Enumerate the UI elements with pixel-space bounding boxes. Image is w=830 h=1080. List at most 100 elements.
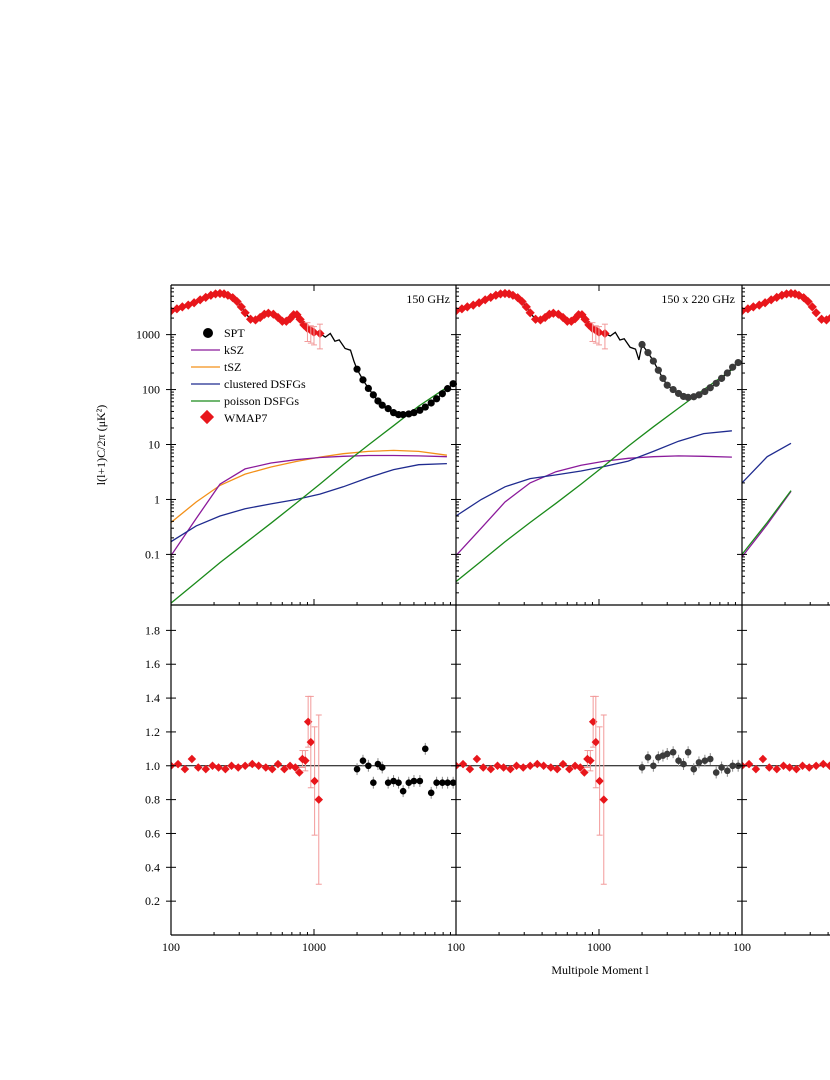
x-tick-label: 1000 bbox=[587, 940, 611, 954]
y-tick-label: 1.6 bbox=[145, 657, 160, 671]
ratio-wmap-point bbox=[819, 759, 828, 769]
legend-label-clustered: clustered DSFGs bbox=[224, 377, 306, 391]
spt-point bbox=[669, 385, 677, 394]
ratio-spt-point bbox=[416, 777, 424, 785]
ratio-wmap-point bbox=[280, 764, 289, 774]
poisson-curve-2-group bbox=[742, 490, 792, 555]
ratio-wmap-point bbox=[580, 768, 589, 777]
legend: SPT kSZ tSZ clustered DSFGs poisson DSFG… bbox=[191, 326, 306, 425]
legend-label-poisson: poisson DSFGs bbox=[224, 394, 299, 408]
legend-label-tsz: tSZ bbox=[224, 360, 241, 374]
ratio-spt-point bbox=[669, 748, 677, 756]
spt-point bbox=[717, 374, 726, 382]
y-tick-label: 1.0 bbox=[145, 759, 160, 773]
ratio-spt-point bbox=[390, 777, 397, 785]
ksz-curve-1-group bbox=[456, 455, 732, 557]
ratio-wmap-point bbox=[518, 763, 528, 772]
ratio-wmap-point bbox=[180, 764, 190, 774]
data-points-layer bbox=[171, 288, 830, 885]
top-points-2 bbox=[742, 288, 830, 325]
spt-point bbox=[638, 340, 646, 349]
y-axis-label-top: l(l+1)C/2π (μK²) bbox=[94, 405, 108, 486]
ratio-spt-point bbox=[399, 787, 407, 795]
spt-point bbox=[649, 357, 657, 365]
ratio-spt-point bbox=[695, 759, 703, 766]
poisson-curve-0 bbox=[171, 386, 448, 604]
y-tick-label: 0.4 bbox=[145, 860, 160, 874]
ratio-spt-point bbox=[444, 779, 451, 786]
ratio-wmap-point bbox=[221, 764, 230, 774]
ratio-spt-point bbox=[644, 754, 652, 761]
clustered-curve-2 bbox=[742, 442, 792, 484]
ksz-curve-2-group bbox=[742, 491, 792, 558]
ratio-spt-point bbox=[405, 779, 413, 786]
ratio-spt-point bbox=[701, 757, 709, 764]
spt-point bbox=[384, 405, 392, 413]
poisson-curve-1-group bbox=[456, 369, 733, 583]
spt-point bbox=[378, 401, 386, 409]
ratio-wmap-point bbox=[811, 761, 821, 771]
ratio-wmap-point bbox=[254, 761, 263, 771]
ratio-spt-point bbox=[684, 748, 692, 756]
spt-point bbox=[695, 391, 703, 399]
ratio-spt-point bbox=[421, 745, 429, 753]
y-tick-label: 0.6 bbox=[145, 826, 160, 840]
ratio-wmap-point bbox=[267, 764, 277, 774]
y-tick-label: 10 bbox=[148, 438, 160, 452]
ratio-wmap-point bbox=[261, 763, 271, 772]
ratio-spt-point bbox=[449, 779, 457, 786]
y-tick-label: 0.1 bbox=[145, 547, 160, 561]
clustered-curve-0 bbox=[171, 462, 447, 543]
ratio-spt-point bbox=[395, 779, 402, 786]
ratio-wmap-point bbox=[744, 759, 754, 769]
spt-point bbox=[399, 411, 407, 419]
ratio-spt-point bbox=[365, 762, 372, 770]
spt-point bbox=[444, 385, 452, 393]
spt-point bbox=[701, 387, 709, 396]
y-tick-label: 0.8 bbox=[145, 793, 160, 807]
legend-marker-wmap7 bbox=[199, 409, 215, 425]
ratio-wmap-point bbox=[798, 761, 807, 771]
ratio-wmap-point bbox=[208, 761, 217, 771]
ratio-wmap-point bbox=[233, 763, 243, 772]
y-tick-label: 1.8 bbox=[145, 623, 160, 637]
ratio-wmap-point bbox=[472, 754, 482, 764]
y-tick-label: 0.2 bbox=[145, 894, 160, 908]
spt-point bbox=[663, 381, 671, 389]
legend-label-ksz: kSZ bbox=[224, 343, 244, 357]
ratio-wmap-point bbox=[588, 717, 598, 727]
ratio-spt-point bbox=[706, 755, 714, 763]
ratio-wmap-point bbox=[565, 764, 574, 774]
theory-curve-0 bbox=[171, 292, 457, 416]
poisson-curve-0-group bbox=[171, 386, 448, 604]
spt-point bbox=[410, 409, 418, 417]
ratio-spt-point bbox=[427, 789, 435, 797]
clustered-curve-0-group bbox=[171, 462, 447, 543]
bottom-points-2 bbox=[742, 754, 830, 774]
wmap-point bbox=[521, 302, 531, 312]
ratio-wmap-point bbox=[591, 737, 601, 747]
ratio-wmap-point bbox=[785, 763, 794, 772]
ratio-spt-point bbox=[650, 762, 657, 770]
y-tick-label: 1000 bbox=[136, 328, 160, 342]
wmap-point bbox=[807, 302, 817, 312]
legend-label-wmap7: WMAP7 bbox=[224, 411, 267, 425]
ratio-spt-point bbox=[638, 764, 646, 771]
ratio-wmap-point bbox=[478, 763, 488, 772]
ratio-wmap-point bbox=[493, 761, 502, 771]
ratio-spt-point bbox=[384, 779, 392, 786]
ratio-spt-point bbox=[433, 779, 440, 786]
ratio-spt-point bbox=[353, 765, 361, 773]
ratio-wmap-point bbox=[173, 759, 183, 769]
ratio-wmap-point bbox=[227, 761, 236, 771]
clustered-curve-2-group bbox=[742, 442, 792, 484]
ratio-spt-point bbox=[359, 757, 367, 764]
panel-title-150x220: 150 x 220 GHz bbox=[661, 292, 735, 306]
spt-point bbox=[432, 395, 441, 403]
ratio-spt-point bbox=[724, 767, 731, 775]
ratio-spt-point bbox=[378, 764, 386, 771]
y-tick-label: 1.2 bbox=[145, 725, 160, 739]
ratio-spt-point bbox=[690, 765, 698, 773]
ratio-wmap-point bbox=[301, 756, 310, 765]
